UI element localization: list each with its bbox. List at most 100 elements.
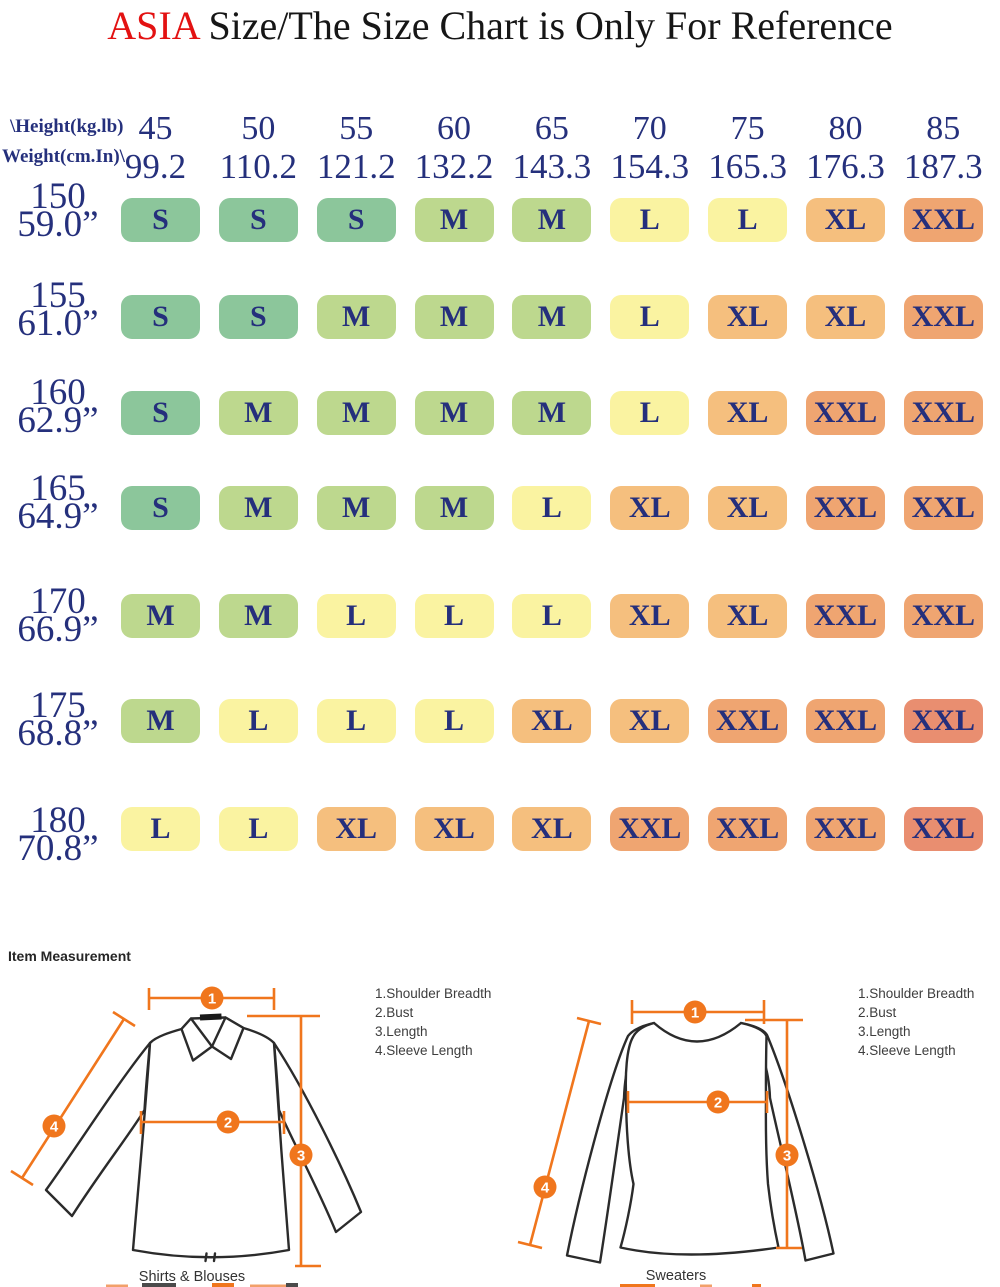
row-height-label: 165 64.9” [0,470,116,537]
size-cell: XXL [708,699,788,743]
caption-sweaters: Sweaters [645,1268,707,1284]
size-cell: XXL [610,807,690,851]
shirt-hem-notch [204,1252,217,1263]
size-cell: M [512,198,592,242]
height-cm-value: 170 [30,581,86,622]
size-cell: M [414,486,494,530]
shirt-marker-2-circle [216,1110,240,1134]
size-cell: L [316,594,396,638]
shirt-marker-3: 3 [297,1148,305,1165]
shirt-marker-1: 1 [208,991,216,1008]
sweater-measure-line-3 [745,1018,803,1250]
size-cell: XL [610,594,690,638]
measurement-heading: Item Measurement [8,948,131,964]
size-cell: L [512,486,592,530]
sweater-body [619,1021,780,1256]
shirt-marker-1-circle [200,986,224,1010]
size-cell: S [218,295,298,339]
legend-line: 3.Length [858,1024,911,1039]
shirt-right-sleeve [272,1041,363,1234]
size-cell: S [316,198,396,242]
size-cell: XL [414,807,494,851]
height-cm-value: 180 [30,800,86,841]
size-cell: XL [610,699,690,743]
sweater-marker-1: 1 [691,1005,699,1022]
size-cell: L [121,807,200,851]
legend-line: 2.Bust [858,1005,897,1020]
size-cell: XL [805,295,885,339]
weight-kg-value: 45 [138,110,173,147]
size-cell: XXL [805,699,885,743]
size-cell: XXL [903,486,983,530]
weight-kg-value: 70 [632,110,667,147]
size-cell: M [218,486,298,530]
size-cell: M [316,486,396,530]
shirt-collar-right [210,1016,245,1061]
size-cell: XXL [805,391,885,435]
legend-line: 2.Bust [375,1005,414,1020]
height-in-value: 64.9” [17,496,99,537]
weight-lb-value: 132.2 [414,147,494,186]
size-cell: S [121,198,200,242]
size-cell: L [414,699,494,743]
size-cell: XXL [903,699,983,743]
legend-line: 1.Shoulder Breadth [858,986,975,1001]
height-cm-value: 155 [30,275,86,316]
height-in-value: 68.8” [17,713,99,754]
legend-line: 1.Shoulder Breadth [375,986,492,1001]
size-cell: XL [708,391,788,435]
sweater-measure-line-2 [626,1091,769,1113]
size-cell: M [414,295,494,339]
weight-lb-value: 110.2 [219,147,298,186]
height-in-value: 70.8” [17,828,99,869]
weight-lb-value: 121.2 [316,147,396,186]
legend-shirts: 1.Shoulder Breadth 2.Bust 3.Length 4.Sleeve… [375,984,491,1060]
height-in-value: 62.9” [17,400,99,441]
height-cm-value: 160 [30,372,86,413]
shirt-measure-line-4 [10,1010,136,1187]
size-cell: L [218,699,298,743]
size-cell: M [121,594,200,638]
size-cell: L [610,295,690,339]
size-cell: XL [708,295,788,339]
size-cell: XXL [708,807,788,851]
size-cell: M [316,295,396,339]
size-cell: XL [316,807,396,851]
sweater-marker-2: 2 [714,1095,722,1112]
size-cell: S [121,391,200,435]
sweater-marker-3-circle [775,1143,799,1167]
weight-lb-value: 187.3 [903,147,983,186]
size-cell: XL [512,699,592,743]
corner-label-weight: Weight(cm.In)\ [2,146,125,167]
height-in-value: 59.0” [17,204,99,245]
size-chart-table: \Height(kg.lb) Weight(cm.In)\ 45 50 55 60 65… [0,110,983,869]
sweater-marker-4: 4 [541,1180,550,1197]
weight-kg-value: 75 [730,110,765,147]
weight-lb-value: 176.3 [806,147,885,186]
weight-lb-value: 143.3 [512,147,592,186]
size-cell: L [610,391,690,435]
size-cell: M [512,295,592,339]
shirt-body [131,1016,291,1259]
weight-kg-value: 85 [926,110,961,147]
weight-kg-value: 60 [437,110,472,147]
weight-lb-value: 99.2 [124,147,187,186]
size-cell: XXL [903,594,983,638]
size-cell: M [218,594,298,638]
height-in-value: 61.0” [17,303,99,344]
row-height-label: 160 62.9” [0,372,116,441]
sweater-measure-line-4 [517,1016,602,1250]
weight-kg-value: 80 [828,110,863,147]
height-cm-value: 150 [30,176,86,217]
weight-lb-value: 154.3 [610,147,690,186]
sweater-marker-1-circle [683,1000,707,1024]
shirt-marker-3-circle [289,1143,313,1167]
caption-shirts-blouses: Shirts & Blouses [138,1269,246,1285]
title-region-highlight: ASIA [107,3,199,48]
legend-sweaters: 1.Shoulder Breadth 2.Bust 3.Length 4.Sleeve… [858,984,974,1060]
sweater-marker-2-circle [706,1090,730,1114]
legend-line: 3.Length [375,1024,428,1039]
shirt-marker-4-circle [42,1114,66,1138]
bottom-cropped-marks [106,1283,761,1287]
